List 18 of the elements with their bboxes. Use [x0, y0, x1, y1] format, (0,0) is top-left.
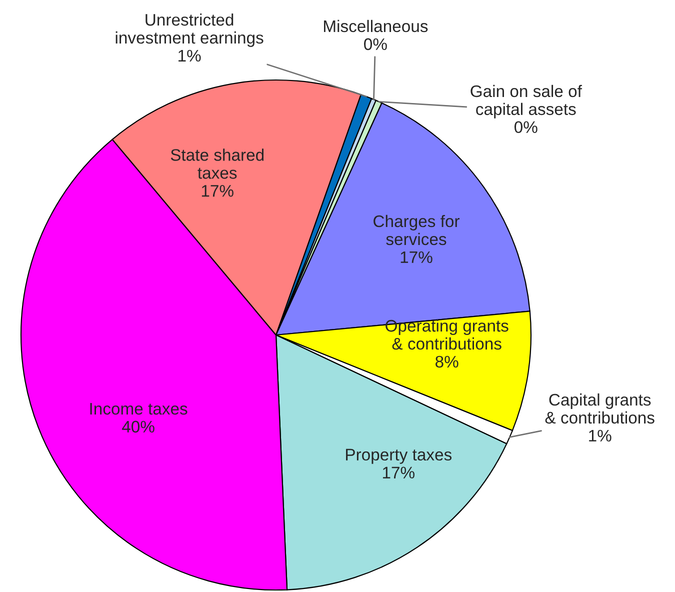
data-label: 0%	[364, 38, 387, 50]
slice-label: State shared taxes	[170, 148, 264, 179]
slice-label: Operating grants & contributions	[386, 319, 508, 350]
slice-label: Gain on sale of capital assets	[470, 84, 582, 118]
slice-label: Income taxes	[90, 403, 188, 415]
data-label: 17%	[202, 185, 234, 197]
data-label: 0%	[514, 121, 538, 134]
data-label: 1%	[589, 430, 612, 442]
data-label: 17%	[400, 251, 432, 264]
slice-label: Property taxes	[346, 448, 452, 464]
slice-label: Unrestricted investment earnings	[116, 13, 264, 47]
data-label: 8%	[436, 356, 458, 368]
slice-label: Capital grants & contributions	[545, 393, 654, 424]
data-label: 40%	[122, 420, 154, 433]
slice-label: Miscellaneous	[324, 20, 428, 32]
data-label: 1%	[178, 50, 201, 62]
data-label: 17%	[382, 466, 414, 478]
slice-label: Charges for services	[374, 214, 460, 246]
